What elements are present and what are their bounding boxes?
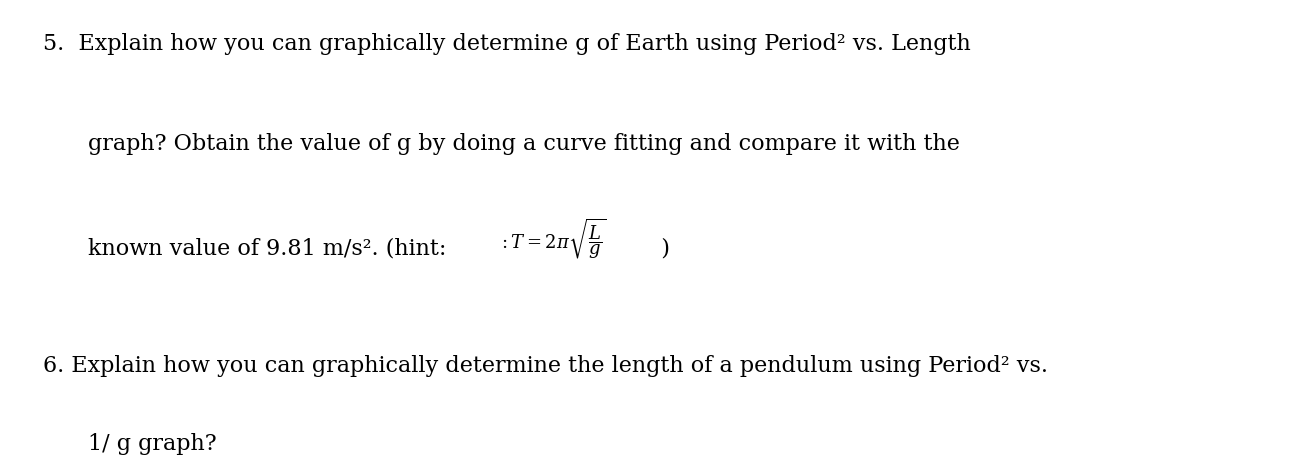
Text: graph? Obtain the value of g by doing a curve fitting and compare it with the: graph? Obtain the value of g by doing a … xyxy=(88,133,960,155)
Text: 1/ g graph?: 1/ g graph? xyxy=(88,433,216,455)
Text: ): ) xyxy=(647,238,670,260)
Text: known value of 9.81 m/s². (hint:: known value of 9.81 m/s². (hint: xyxy=(88,238,453,260)
Text: 5.  Explain how you can graphically determine g of Earth using Period² vs. Lengt: 5. Explain how you can graphically deter… xyxy=(43,33,970,55)
Text: $: T = 2\pi\sqrt{\dfrac{L}{g}}$: $: T = 2\pi\sqrt{\dfrac{L}{g}}$ xyxy=(498,217,607,261)
Text: 6. Explain how you can graphically determine the length of a pendulum using Peri: 6. Explain how you can graphically deter… xyxy=(43,355,1048,377)
